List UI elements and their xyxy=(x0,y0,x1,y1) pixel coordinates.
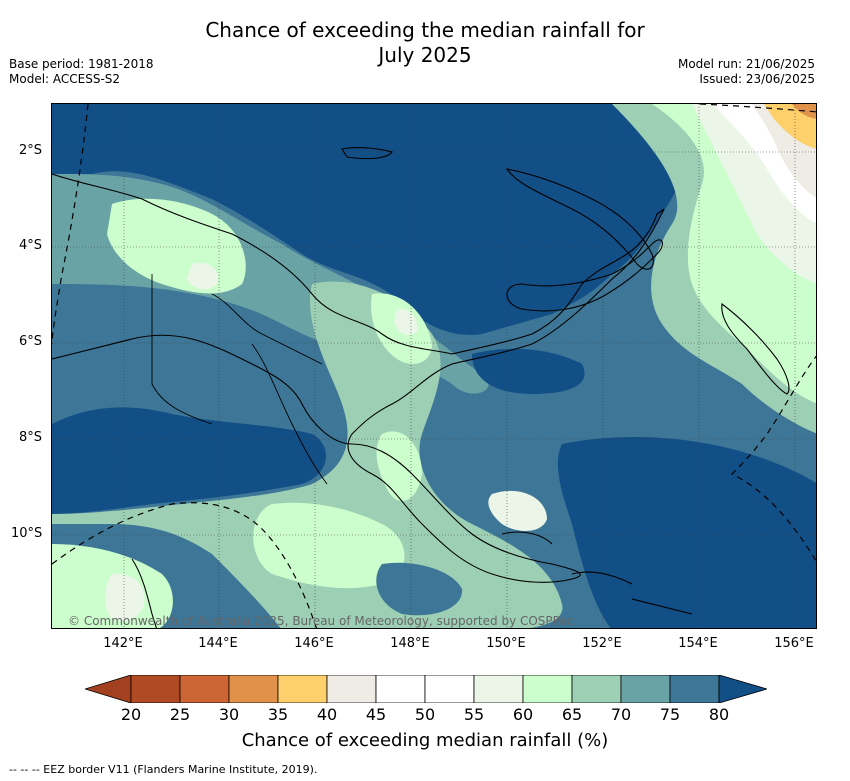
colorbar-cell xyxy=(473,674,524,704)
eez-legend-text: -- -- -- EEZ border V11 (Flanders Marine… xyxy=(9,763,318,776)
contour-55-southwest xyxy=(105,573,145,621)
lon-label-144e: 144°E xyxy=(198,636,238,651)
title-line-1: Chance of exceeding the median rainfall … xyxy=(205,18,645,42)
colorbar-cell xyxy=(228,674,279,704)
graticule xyxy=(52,104,816,628)
contour-55-central xyxy=(394,308,547,531)
lat-label-4s: 4°S xyxy=(19,238,43,253)
colorbar-tick-label: 55 xyxy=(463,705,485,724)
colorbar-tick-label: 50 xyxy=(414,705,436,724)
colorbar-cell xyxy=(669,674,720,704)
southeast-islands-coast xyxy=(501,531,693,615)
lon-label-154e: 154°E xyxy=(678,636,718,651)
eez-northeast xyxy=(699,104,816,113)
issued-text: Issued: 23/06/2025 xyxy=(699,72,815,86)
lon-label-148e: 148°E xyxy=(390,636,430,651)
model-text: Model: ACCESS-S2 xyxy=(9,72,121,86)
colorbar-tick-label: 30 xyxy=(218,705,240,724)
new-ireland-coast xyxy=(505,168,654,270)
contour-80-north xyxy=(52,104,692,335)
colorbar-tick-label: 75 xyxy=(659,705,681,724)
colorbar-tick-label: 40 xyxy=(316,705,338,724)
colorbar-high-arrow xyxy=(718,674,769,704)
base-period-text: Base period: 1981-2018 xyxy=(9,57,154,71)
contour-55-highlands xyxy=(187,262,218,290)
colorbar-cell xyxy=(179,674,230,704)
new-britain-coast xyxy=(506,239,663,312)
colorbar-cell xyxy=(277,674,328,704)
colorbar-tick-label: 60 xyxy=(512,705,534,724)
colorbar-cells xyxy=(130,674,720,704)
lon-label-142e: 142°E xyxy=(103,636,143,651)
bougainville-coast xyxy=(721,302,790,395)
lat-label-8s: 8°S xyxy=(19,430,43,445)
contour-70-south xyxy=(376,562,463,616)
eez-south xyxy=(52,502,317,628)
copyright-text: © Commonwealth of Australia 2025, Bureau… xyxy=(68,614,574,628)
meta-right: Model run: 21/06/2025 Issued: 23/06/2025 xyxy=(678,57,815,87)
lat-label-2s: 2°S xyxy=(19,143,43,158)
meta-left: Base period: 1981-2018 Model: ACCESS-S2 xyxy=(9,57,154,87)
colorbar-cell xyxy=(130,674,181,704)
colorbar-tick-label: 65 xyxy=(561,705,583,724)
colorbar-tick-label: 20 xyxy=(120,705,142,724)
colorbar-title: Chance of exceeding median rainfall (%) xyxy=(241,730,609,751)
colorbar-cell xyxy=(522,674,573,704)
province-borders xyxy=(151,274,328,485)
colorbar-svg xyxy=(83,674,769,704)
lon-label-152e: 152°E xyxy=(582,636,622,651)
colorbar-cell xyxy=(571,674,622,704)
manus-coast xyxy=(341,147,393,160)
lon-label-156e: 156°E xyxy=(774,636,814,651)
colorbar-tick-label: 80 xyxy=(708,705,730,724)
new-guinea-coast xyxy=(52,173,665,583)
contour-80-central xyxy=(472,348,585,394)
colorbar-low-arrow xyxy=(83,674,132,704)
colorbar-tick-label: 35 xyxy=(267,705,289,724)
rainfall-map xyxy=(51,103,817,629)
eez-north xyxy=(52,104,89,345)
contour-80-southeast xyxy=(557,437,816,628)
colorbar-cell xyxy=(375,674,426,704)
contour-35-east xyxy=(764,104,816,149)
colorbar-tick-label: 70 xyxy=(610,705,632,724)
colorbar xyxy=(83,674,769,704)
map-title: Chance of exceeding the median rainfall … xyxy=(0,18,850,68)
contour-65-central xyxy=(52,281,563,628)
coastlines xyxy=(52,147,790,628)
cape-york-coast xyxy=(131,558,157,628)
colorbar-cell xyxy=(620,674,671,704)
lon-label-146e: 146°E xyxy=(294,636,334,651)
colorbar-tick-label: 25 xyxy=(169,705,191,724)
contour-60-central xyxy=(253,293,432,589)
lon-label-150e: 150°E xyxy=(486,636,526,651)
colorbar-cell xyxy=(326,674,377,704)
border-southern xyxy=(251,343,328,485)
colorbar-tick-label: 45 xyxy=(365,705,387,724)
colorbar-cell xyxy=(424,674,475,704)
eez-borders xyxy=(52,104,816,628)
map-svg xyxy=(52,104,816,628)
contour-80-southwest xyxy=(52,407,326,514)
border-west-east xyxy=(151,274,213,425)
lat-label-10s: 10°S xyxy=(11,526,43,541)
lat-label-6s: 6°S xyxy=(19,334,43,349)
border-highlands xyxy=(211,293,323,365)
title-line-2: July 2025 xyxy=(378,43,472,67)
model-run-text: Model run: 21/06/2025 xyxy=(677,57,815,71)
